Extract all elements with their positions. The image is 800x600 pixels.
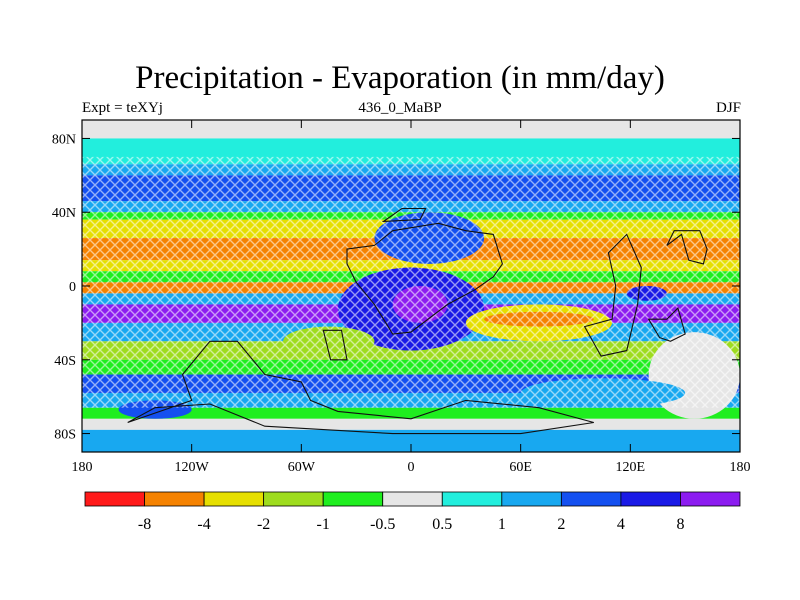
colorbar-label: 1 — [498, 516, 506, 533]
field-band — [82, 120, 740, 139]
colorbar-swatch — [620, 491, 681, 507]
lat-tick-label: 80S — [54, 428, 76, 443]
hatch-region — [82, 156, 740, 408]
colorbar-swatch — [263, 491, 324, 507]
colorbar-swatch — [501, 491, 562, 507]
lat-tick-label: 40S — [54, 354, 76, 369]
land-outline — [647, 307, 686, 342]
colorbar-swatch — [203, 491, 265, 507]
colorbar-label: -2 — [257, 516, 270, 533]
age-label: 436_0_MaBP — [358, 100, 442, 116]
colorbar-label: -4 — [197, 516, 210, 533]
land-outline — [346, 222, 504, 335]
lon-tick-label: 180 — [730, 460, 751, 475]
colorbar-label: 2 — [557, 516, 565, 533]
field-band — [82, 418, 740, 430]
colorbar-label: -8 — [138, 516, 151, 533]
colorbar-label: 4 — [617, 516, 625, 533]
land-outline — [666, 230, 708, 265]
season-label: DJF — [715, 100, 741, 116]
lon-tick-label: 0 — [408, 460, 415, 475]
colorbar-swatch — [441, 491, 503, 507]
land-outline — [381, 207, 427, 223]
land-outline — [322, 329, 348, 361]
experiment-label: Expt = teXYj — [82, 100, 163, 116]
colorbar-label: 0.5 — [432, 516, 452, 533]
field-band — [82, 429, 740, 452]
axis-ticks: 80N 40N 0 40S 80S 180 120W 60W 0 60E 120E 180 — [52, 120, 751, 475]
colorbar-label: 8 — [676, 516, 684, 533]
map-title: Precipitation - Evaporation (in mm/day) — [135, 60, 665, 96]
lat-tick-label: 0 — [69, 280, 76, 295]
field-band — [82, 407, 740, 419]
lon-tick-label: 120E — [616, 460, 646, 475]
colorbar-swatch — [84, 491, 145, 507]
colorbar-swatch — [144, 491, 205, 507]
colorbar-swatch — [382, 491, 443, 507]
colorbar-label: -1 — [317, 516, 330, 533]
land-outline — [583, 233, 642, 357]
lon-tick-label: 120W — [175, 460, 210, 475]
colorbar-label: -0.5 — [370, 516, 395, 533]
continent-outlines — [127, 207, 708, 435]
lon-tick-label: 180 — [72, 460, 93, 475]
colorbar: -8 -4 -2 -1 -0.5 0.5 1 2 4 8 — [84, 491, 741, 533]
lat-tick-label: 80N — [52, 132, 76, 147]
colorbar-swatch — [680, 491, 741, 507]
land-outline — [127, 340, 594, 435]
lon-tick-label: 60W — [288, 460, 316, 475]
lat-tick-label: 40N — [52, 206, 76, 221]
colorbar-swatch — [322, 491, 384, 507]
lon-tick-label: 60E — [509, 460, 532, 475]
colorbar-swatch — [560, 491, 622, 507]
significance-hatching — [82, 156, 740, 408]
